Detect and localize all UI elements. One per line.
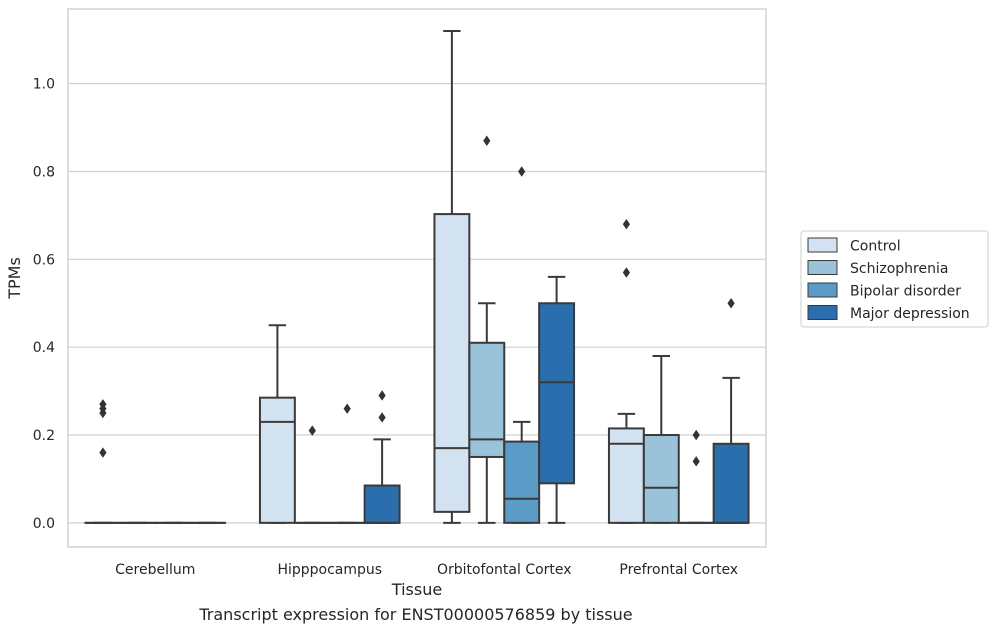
box-1-0	[258, 324, 296, 524]
legend-label: Control	[850, 239, 901, 255]
legend-swatch	[807, 305, 838, 320]
box-body	[468, 341, 506, 458]
y-tick-label: 0.6	[33, 252, 55, 268]
outlier-point	[99, 407, 107, 419]
box-2-1	[468, 135, 506, 524]
outlier-point	[692, 456, 700, 467]
x-tick-labels: Cerebellum Hipppocampus Orbitofontal Corte…	[115, 562, 738, 578]
outlier-point	[622, 267, 630, 278]
box-2-2	[503, 166, 541, 524]
y-tick-label: 0.2	[33, 428, 55, 444]
box-body	[712, 442, 750, 524]
legend: Control Schizophrenia Bipolar disorder Majo…	[800, 230, 989, 328]
y-axis-label: TPMs	[5, 257, 24, 300]
legend-label: Major depression	[850, 306, 970, 322]
plot-frame	[67, 8, 767, 548]
x-tick-label: Hipppocampus	[277, 562, 382, 578]
legend-swatch	[807, 260, 838, 275]
y-tick-label: 0.0	[33, 516, 55, 532]
legend-frame	[800, 230, 989, 328]
figure-caption: Transcript expression for ENST0000057685…	[199, 605, 633, 624]
legend-swatch	[807, 237, 838, 253]
box-body	[503, 440, 541, 524]
y-tick-label: 1.0	[33, 77, 55, 93]
box-1-1	[293, 425, 331, 524]
outlier-point	[727, 298, 735, 309]
y-tick-label: 0.8	[33, 164, 55, 180]
box-1-2	[328, 403, 366, 524]
box-body	[607, 427, 645, 524]
y-tick-label: 0.4	[33, 340, 55, 356]
x-axis-label: Tissue	[391, 580, 442, 599]
x-tick-label: Cerebellum	[115, 562, 195, 578]
outlier-point	[99, 447, 107, 458]
legend-swatch	[807, 282, 838, 298]
outlier-point	[308, 425, 316, 436]
box-body	[363, 484, 401, 524]
box-body	[433, 213, 471, 513]
box-body	[538, 302, 576, 485]
box-3-0	[607, 219, 645, 524]
outlier-point	[692, 429, 700, 441]
outlier-point	[622, 219, 630, 230]
x-tick-label: Orbitofontal Cortex	[437, 562, 572, 578]
box-2-0	[433, 29, 471, 524]
box-2-3	[538, 275, 576, 524]
box-3-1	[642, 354, 680, 524]
outlier-point	[378, 412, 386, 423]
legend-label: Bipolar disorder	[850, 284, 961, 300]
y-tick-labels: 0.0 0.2 0.4 0.6 0.8 1.0	[33, 77, 55, 532]
outlier-point	[343, 403, 351, 414]
outlier-point	[378, 390, 386, 401]
box-1-3	[363, 390, 401, 524]
box-body	[642, 434, 680, 524]
outlier-point	[518, 166, 526, 177]
legend-label: Schizophrenia	[850, 261, 948, 277]
outlier-point	[99, 399, 107, 410]
boxes	[84, 29, 750, 524]
box-3-2	[677, 429, 715, 524]
box-body	[258, 396, 296, 524]
outlier-point	[483, 135, 491, 146]
box-3-3	[712, 298, 750, 524]
box-0-0	[84, 399, 122, 524]
x-tick-label: Prefrontal Cortex	[619, 562, 738, 578]
